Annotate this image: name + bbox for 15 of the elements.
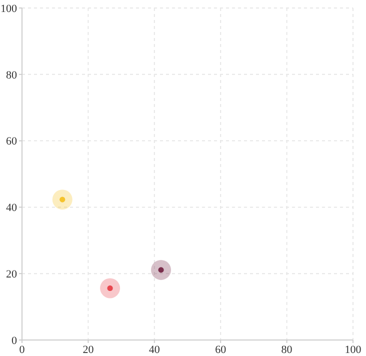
y-tick-label: 80 <box>6 69 18 82</box>
y-tick-label: 40 <box>6 202 18 214</box>
y-tick-label: 60 <box>6 136 18 148</box>
x-tick-label: 40 <box>148 344 160 356</box>
x-tick-label: 60 <box>215 344 227 356</box>
x-tick-label: 0 <box>19 344 26 356</box>
x-tick-label: 80 <box>281 344 293 356</box>
x-tick-label: 100 <box>344 344 362 356</box>
y-tick-label: 20 <box>6 268 18 281</box>
point <box>151 260 172 280</box>
point <box>100 278 120 298</box>
y-tick-label: 100 <box>0 2 18 15</box>
point <box>52 190 72 210</box>
y-tick-label: 0 <box>12 334 18 347</box>
x-tick-label: 20 <box>82 344 94 356</box>
